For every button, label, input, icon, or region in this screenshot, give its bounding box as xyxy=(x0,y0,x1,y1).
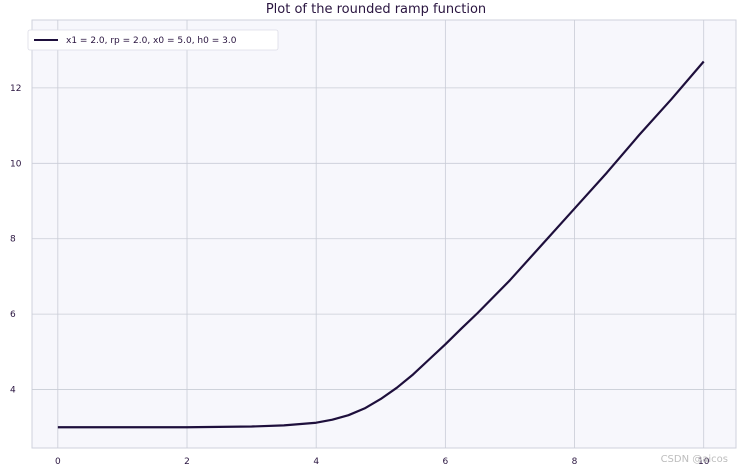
y-tick-label: 12 xyxy=(10,84,21,94)
x-tick-label: 10 xyxy=(698,457,710,467)
x-tick-label: 8 xyxy=(572,457,578,467)
watermark: CSDN @aicos xyxy=(661,454,728,465)
legend: x1 = 2.0, rp = 2.0, x0 = 5.0, h0 = 3.0 xyxy=(27,29,279,51)
series-line xyxy=(57,60,705,429)
y-tick-labels: 4 6 8 10 12 xyxy=(10,84,22,396)
series-layer xyxy=(57,60,705,429)
legend-box xyxy=(27,29,279,51)
y-tick-label: 6 xyxy=(10,310,16,320)
x-tick-labels: 0 2 4 6 8 10 xyxy=(55,457,710,467)
y-tick-label: 8 xyxy=(10,235,16,245)
x-tick-label: 6 xyxy=(442,457,448,467)
x-tick-label: 0 xyxy=(55,457,61,467)
grid xyxy=(32,20,736,448)
y-tick-label: 10 xyxy=(10,159,22,169)
legend-entry-label: x1 = 2.0, rp = 2.0, x0 = 5.0, h0 = 3.0 xyxy=(66,36,237,46)
chart-title: Plot of the rounded ramp function xyxy=(266,2,486,17)
x-tick-label: 2 xyxy=(184,457,190,467)
x-tick-label: 4 xyxy=(313,457,319,467)
plot-area xyxy=(31,19,737,449)
y-tick-label: 4 xyxy=(10,386,16,396)
